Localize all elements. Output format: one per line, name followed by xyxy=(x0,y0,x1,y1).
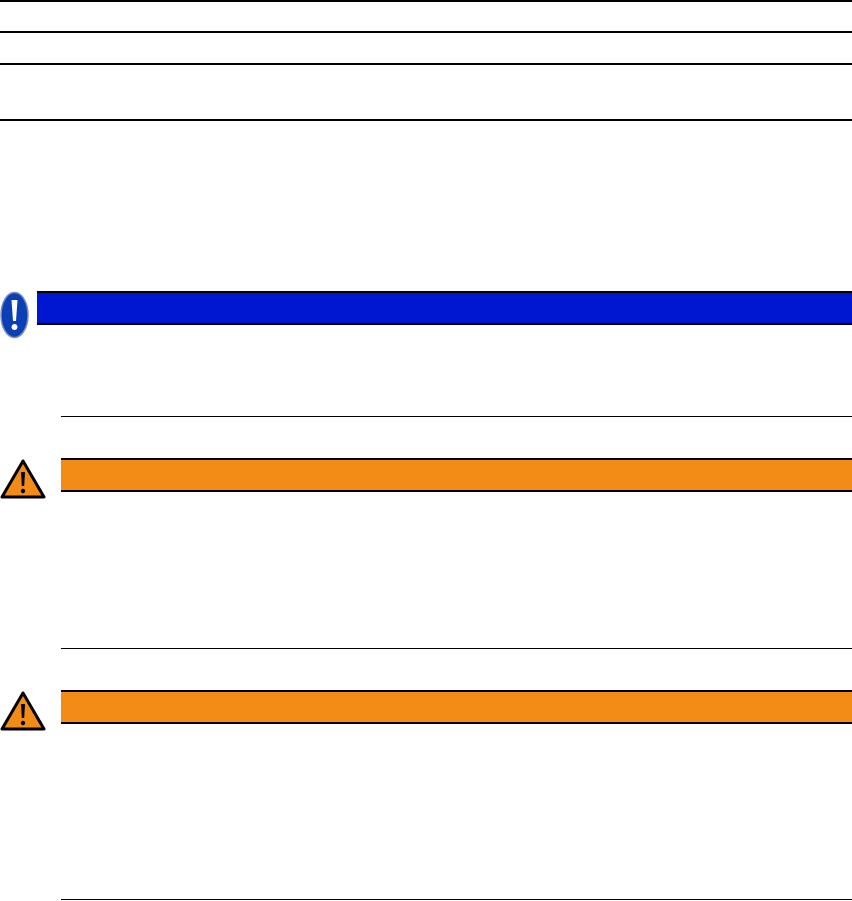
warning-triangle-icon xyxy=(0,690,46,732)
warning-end-rule xyxy=(61,899,852,900)
header-rule-3 xyxy=(0,63,852,65)
warning-triangle-icon xyxy=(0,458,46,500)
notice-end-rule xyxy=(61,416,852,417)
exclamation-circle-icon xyxy=(0,291,30,339)
notice-header-bar xyxy=(37,291,852,325)
warning-end-rule xyxy=(61,648,852,649)
header-rule-2 xyxy=(0,31,852,33)
header-rule-4 xyxy=(0,119,852,121)
header-rule-1 xyxy=(0,0,852,2)
warning-header-bar xyxy=(61,690,852,724)
warning-header-bar xyxy=(61,458,852,492)
